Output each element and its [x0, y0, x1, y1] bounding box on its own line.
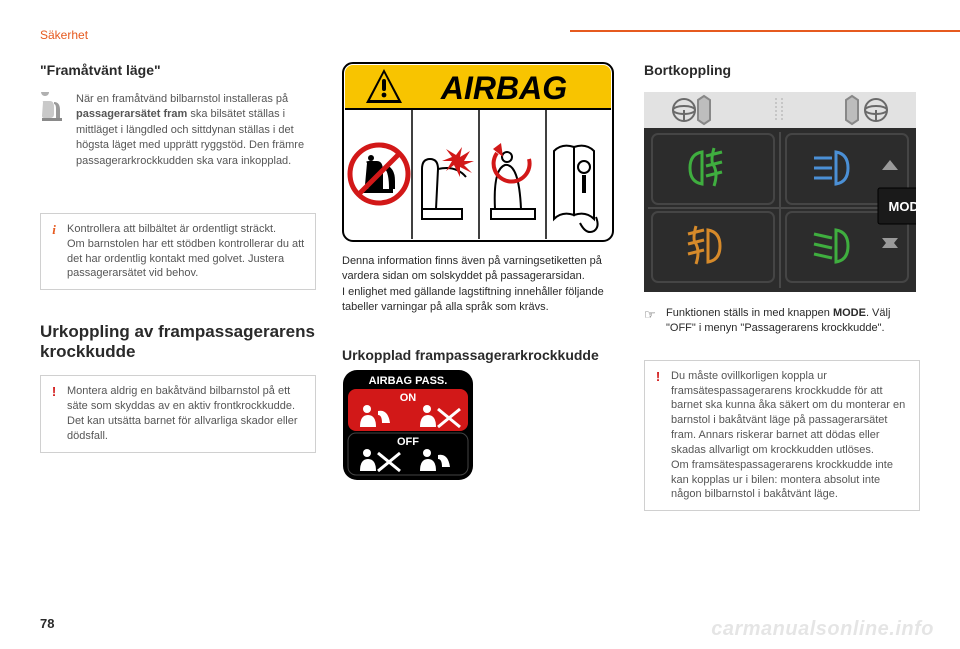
spacer — [40, 304, 316, 322]
info-box-seatbelt: i Kontrollera att bilbältet är ordentlig… — [40, 213, 316, 290]
content-columns: "Framåtvänt läge" När en framåtvänd bilb… — [40, 62, 920, 511]
exclamation-icon: ! — [651, 368, 665, 386]
pointer-icon: ☞ — [644, 306, 658, 336]
warning-box-body: Montera aldrig en bakåtvänd bilbarnstol … — [67, 384, 305, 443]
mode-instruction-text: Funktionen ställs in med knappen MODE. V… — [666, 306, 920, 336]
heading-bortkoppling: Bortkoppling — [644, 62, 920, 78]
column-3: Bortkoppling — [644, 62, 920, 511]
airbag-label-text: AIRBAG — [440, 70, 567, 106]
airbag-warning-placard: AIRBAG — [342, 62, 618, 242]
info-box-body: Kontrollera att bilbältet är ordentligt … — [67, 222, 305, 281]
page-number: 78 — [40, 616, 54, 631]
svg-text:ON: ON — [400, 392, 417, 404]
top-rule — [570, 30, 960, 32]
column-1: "Framåtvänt läge" När en framåtvänd bilb… — [40, 62, 316, 511]
text-bold-mode: MODE — [833, 307, 866, 319]
spacer — [40, 183, 316, 213]
airbag-paragraph: Denna information finns även på varnings… — [342, 254, 618, 316]
forward-facing-text: När en framåtvänd bilbarnstol installera… — [76, 92, 316, 169]
manual-page: Säkerhet "Framåtvänt läge" När en framåt… — [0, 0, 960, 649]
heading-airbag-off: Urkopplad frampassagerarkrockkudde — [342, 348, 618, 363]
svg-text:MODE: MODE — [889, 199, 917, 214]
column-2: AIRBAG — [342, 62, 618, 511]
info-icon: i — [47, 221, 61, 239]
text-part-1: Funktionen ställs in med knappen — [666, 307, 833, 319]
child-seat-icon — [40, 92, 68, 169]
forward-facing-block: När en framåtvänd bilbarnstol installera… — [40, 92, 316, 169]
warning-box-rear-facing: ! Montera aldrig en bakåtvänd bilbarnsto… — [40, 375, 316, 452]
warning-box-body: Du måste ovillkorligen koppla ur framsät… — [671, 369, 909, 503]
dashboard-panel-illustration: MODE — [644, 92, 920, 292]
warning-box-mandatory-off: ! Du måste ovillkorligen koppla ur frams… — [644, 360, 920, 512]
spacer — [342, 330, 618, 348]
watermark: carmanualsonline.info — [711, 618, 934, 641]
spacer — [644, 350, 920, 360]
svg-text:OFF: OFF — [397, 436, 419, 448]
mode-instruction: ☞ Funktionen ställs in med knappen MODE.… — [644, 306, 920, 336]
exclamation-icon: ! — [47, 383, 61, 401]
svg-text:AIRBAG PASS.: AIRBAG PASS. — [369, 375, 448, 387]
heading-forward-facing: "Framåtvänt läge" — [40, 62, 316, 78]
text-part-1: När en framåtvänd bilbarnstol installera… — [76, 93, 288, 105]
airbag-pass-badge: AIRBAG PASS. ON — [342, 369, 618, 481]
heading-disengage: Urkoppling av frampassagerarens krockkud… — [40, 322, 316, 361]
text-bold-1: passagerarsätet fram — [76, 108, 187, 120]
